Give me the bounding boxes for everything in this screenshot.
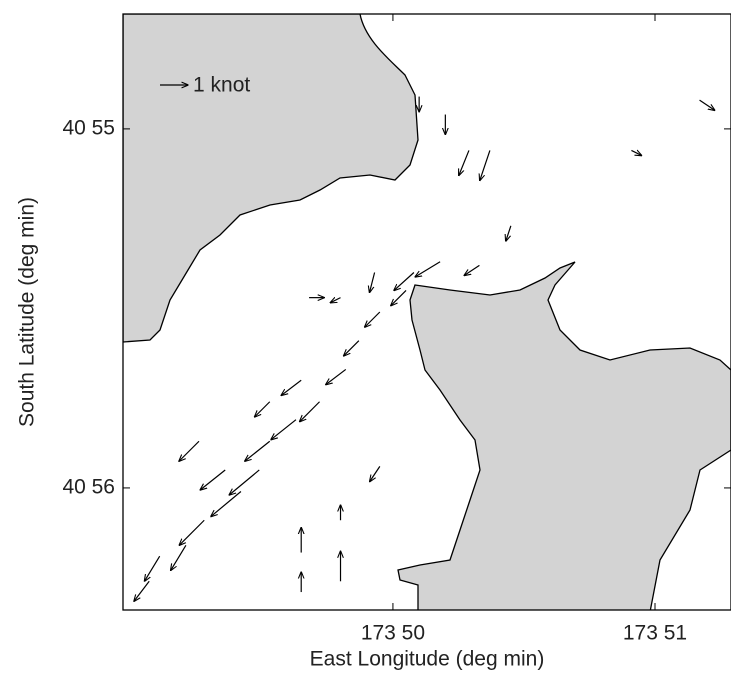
land-north-west — [123, 14, 419, 343]
current-arrow — [134, 580, 150, 601]
land-south-east — [397, 261, 731, 610]
current-arrow — [391, 290, 407, 305]
plot-frame — [122, 13, 731, 611]
current-arrow — [394, 272, 415, 291]
current-arrow — [271, 419, 297, 440]
current-arrow — [326, 368, 347, 384]
current-arrow — [179, 519, 205, 545]
current-arrow — [255, 401, 271, 417]
x-axis-label: East Longitude (deg min) — [310, 648, 545, 671]
current-arrow — [211, 491, 242, 517]
current-arrow — [480, 150, 491, 180]
current-arrow — [370, 466, 381, 481]
y-tick-label: 40 55 — [62, 116, 115, 139]
current-arrow — [330, 298, 341, 303]
current-arrow — [229, 469, 260, 495]
current-arrow — [200, 469, 226, 490]
current-arrow — [506, 225, 512, 241]
current-arrow — [245, 440, 271, 461]
x-tick-label: 173 51 — [623, 622, 687, 645]
current-arrow — [699, 99, 715, 110]
current-arrow — [171, 545, 187, 570]
current-arrow — [365, 311, 381, 327]
current-arrow — [464, 264, 480, 275]
current-arrow — [281, 379, 302, 395]
current-arrow — [179, 440, 200, 461]
current-arrow — [415, 261, 441, 277]
legend-label: 1 knot — [193, 74, 250, 97]
current-arrow — [300, 401, 320, 422]
current-arrow — [344, 340, 360, 356]
current-arrow — [459, 150, 470, 175]
x-tick-label: 173 50 — [361, 622, 425, 645]
land — [123, 14, 731, 610]
current-arrow — [370, 272, 376, 293]
y-tick-label: 40 56 — [62, 475, 115, 498]
y-axis-label: South Latitude (deg min) — [16, 197, 39, 427]
current-arrow — [631, 150, 641, 155]
current-arrow — [145, 555, 161, 581]
